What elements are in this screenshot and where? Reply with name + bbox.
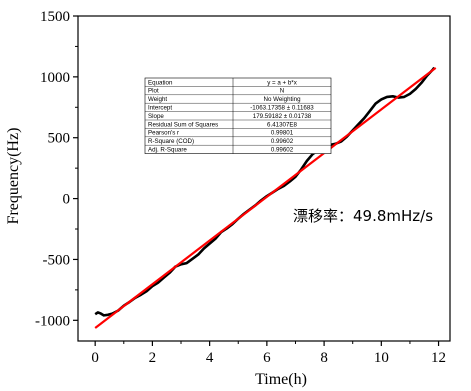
x-tick-label: 10 — [374, 350, 389, 366]
fit-table-param-value: 0.99602 — [271, 147, 294, 154]
x-tick-label: 2 — [149, 350, 157, 366]
fit-table-param-name: Weight — [148, 96, 167, 103]
x-tick-label: 6 — [263, 350, 271, 366]
x-axis-label: Time(h) — [255, 371, 307, 388]
drift-rate-annotation: 漂移率：49.8mHz/s — [293, 207, 433, 225]
y-tick-label: 1500 — [40, 9, 70, 25]
fit-table-param-value: 6.41307E8 — [267, 121, 297, 128]
x-tick-label: 12 — [431, 350, 446, 366]
y-tick-label: 1000 — [40, 70, 70, 86]
fit-table-param-value: -1063.17358 ± 0.11683 — [250, 105, 314, 112]
x-axis: 0 2 4 6 8 10 12 — [91, 341, 446, 366]
y-tick-label: 500 — [48, 131, 71, 147]
series-layer — [94, 66, 437, 329]
fit-table-param-value: 179.59182 ± 0.01738 — [253, 113, 312, 120]
y-tick-label: 0 — [63, 192, 71, 208]
fit-table-param-name: Slope — [148, 113, 164, 120]
linear-fit-line — [94, 66, 437, 329]
fit-table-param-name: Adj. R-Square — [148, 147, 187, 154]
fit-table-border — [144, 77, 332, 154]
fit-table-param-value: 0.99602 — [271, 138, 294, 145]
fit-table-param-value: No Weighting — [263, 96, 301, 103]
fit-parameters-table: Equation y = a + b*x Plot N Weight No Weighti… — [144, 77, 332, 154]
y-tick-label: -500 — [43, 252, 71, 268]
y-tick-label: -1000 — [35, 313, 70, 329]
fit-table-param-name: Pearson's r — [148, 130, 179, 137]
y-axis: -1000 -500 0 500 1000 1500 — [35, 9, 78, 329]
plot-border — [77, 15, 451, 342]
fit-table-param-value: N — [280, 88, 284, 95]
x-tick-label: 0 — [91, 350, 99, 366]
fit-table-param-name: Residual Sum of Squares — [148, 121, 218, 128]
fit-table-param-name: Intercept — [148, 105, 172, 112]
fit-table-param-value: y = a + b*x — [267, 79, 297, 86]
fit-table-param-name: Plot — [148, 88, 159, 95]
plot-frame — [77, 15, 451, 342]
fit-table-param-name: Equation — [148, 79, 173, 86]
x-tick-label: 4 — [206, 350, 214, 366]
y-axis-label: Frequency(Hz) — [5, 128, 22, 225]
x-tick-label: 8 — [320, 350, 328, 366]
fit-table-param-name: R-Square (COD) — [148, 138, 194, 145]
fit-table-param-value: 0.99801 — [271, 130, 294, 137]
